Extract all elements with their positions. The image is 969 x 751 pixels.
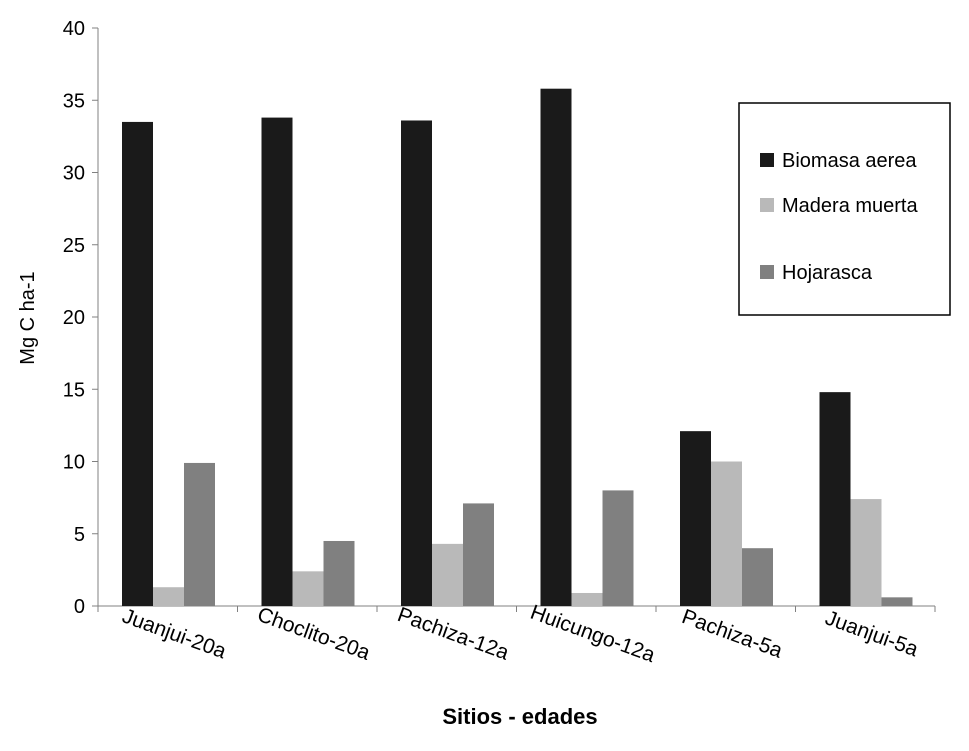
- legend-label: Biomasa aerea: [782, 150, 917, 172]
- category-label: Choclito-20a: [254, 603, 373, 665]
- category-label: Juanjui-20a: [119, 605, 229, 664]
- bar: [711, 461, 742, 606]
- bar: [540, 88, 572, 606]
- y-tick-label: 0: [74, 596, 85, 618]
- y-tick-label: 25: [63, 235, 85, 257]
- bar: [292, 571, 324, 606]
- category-label: Huicungo-12a: [527, 601, 658, 667]
- bar: [401, 120, 432, 606]
- bar: [261, 117, 293, 606]
- category-label: Pachiza-5a: [679, 605, 786, 663]
- y-tick-label: 5: [74, 524, 85, 546]
- bar: [184, 462, 215, 606]
- x-axis-label: Sitios - edades: [442, 704, 597, 729]
- bar: [463, 503, 494, 606]
- bar: [571, 592, 603, 606]
- legend: Biomasa aerea Madera muerta Hojarasca: [738, 102, 951, 316]
- bar: [850, 499, 882, 606]
- bar: [153, 587, 184, 606]
- legend-label: Hojarasca: [782, 262, 873, 284]
- category-label: Juanjui-5a: [822, 607, 921, 662]
- bar: [602, 490, 634, 606]
- y-tick-label: 20: [63, 307, 85, 329]
- y-axis-label: Mg C ha-1: [17, 271, 39, 364]
- y-tick-label: 35: [63, 90, 85, 112]
- bar: [432, 543, 463, 606]
- bars: [122, 88, 913, 607]
- legend-swatch: [760, 198, 774, 212]
- x-axis: [97, 605, 936, 612]
- y-tick-label: 10: [63, 452, 85, 474]
- bar: [881, 597, 913, 606]
- bar: [742, 548, 773, 606]
- bar: [323, 540, 355, 606]
- y-tick-label: 30: [63, 163, 85, 185]
- y-tick-label: 40: [63, 18, 85, 40]
- y-tick-label: 15: [63, 379, 85, 401]
- legend-swatch: [760, 265, 774, 279]
- legend-label: Madera muerta: [782, 195, 918, 217]
- legend-swatch: [760, 153, 774, 167]
- category-label: Pachiza-12a: [394, 603, 512, 665]
- bar: [122, 121, 153, 607]
- bar: [680, 431, 711, 606]
- category-labels: Juanjui-20a Choclito-20a Pachiza-12a Huicun…: [119, 601, 921, 667]
- bar: [819, 392, 851, 606]
- y-axis: 0 5 10 15 20 25 30 35 40: [63, 18, 99, 618]
- legend-box: [738, 102, 951, 316]
